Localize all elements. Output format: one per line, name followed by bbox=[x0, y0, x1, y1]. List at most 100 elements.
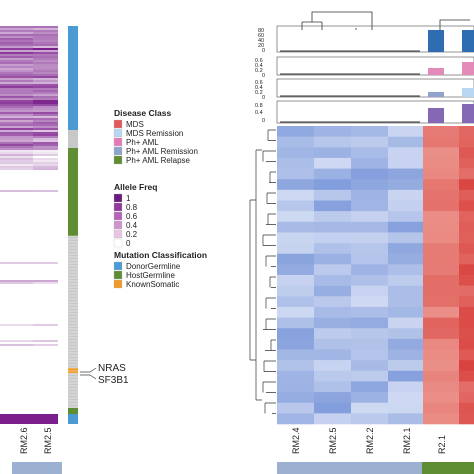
left-heat-cell bbox=[0, 102, 33, 104]
legend-allele-swatch bbox=[113, 193, 123, 203]
right-heat-cell bbox=[351, 370, 388, 382]
right-heat-cell bbox=[423, 296, 459, 308]
right-heat-cell bbox=[314, 381, 351, 393]
right-heat-cell bbox=[314, 349, 351, 361]
right-heat-cell bbox=[351, 413, 388, 425]
left-heat-cell bbox=[33, 120, 58, 122]
right-heat-cell bbox=[351, 232, 388, 244]
left-heat-cell bbox=[0, 96, 33, 98]
left-heat-cell bbox=[0, 282, 33, 284]
left-heat-cell bbox=[0, 116, 33, 118]
left-heat-cell bbox=[0, 140, 33, 142]
left-heat-cell bbox=[0, 168, 33, 170]
right-heat-cell bbox=[459, 200, 474, 212]
right-heat-cell bbox=[351, 168, 388, 180]
left-heat-cell bbox=[0, 88, 33, 90]
top-bar-panel-3 bbox=[276, 78, 474, 98]
right-heat-cell bbox=[351, 253, 388, 265]
left-heat-cell bbox=[33, 160, 58, 162]
left-column-labels: RM2.6 RM2.5 bbox=[12, 427, 62, 474]
legend-title-allele-freq: Allele Freq bbox=[114, 182, 157, 192]
left-heat-cell bbox=[33, 46, 58, 48]
right-heat-cell bbox=[423, 381, 459, 393]
left-heat-cell bbox=[33, 68, 58, 70]
annotation-nras: NRAS bbox=[98, 363, 126, 374]
legend-mutation-label: KnownSomatic bbox=[126, 280, 179, 289]
tick-2-0: 0.6 bbox=[255, 58, 263, 64]
right-heat-cell bbox=[277, 253, 314, 265]
gene-callout: NRAS SF3B1 bbox=[80, 363, 129, 386]
right-heat-cell bbox=[277, 402, 314, 414]
right-heat-cell bbox=[388, 338, 423, 350]
left-heat-cell bbox=[33, 26, 58, 28]
right-heat-cell bbox=[314, 179, 351, 191]
right-heat-cell bbox=[459, 136, 474, 148]
left-heat-cell bbox=[0, 324, 33, 326]
left-heat-cell bbox=[33, 146, 58, 148]
right-heat-cell bbox=[388, 136, 423, 148]
right-heat-cell bbox=[388, 381, 423, 393]
tick-1-3: 20 bbox=[258, 43, 264, 49]
left-heat-cell bbox=[0, 30, 33, 32]
left-col-label-2: RM2.5 bbox=[43, 427, 53, 454]
left-heat-cell bbox=[0, 68, 33, 70]
right-heat-cell bbox=[388, 349, 423, 361]
left-heat-cell bbox=[0, 120, 33, 122]
right-heat-cell bbox=[277, 179, 314, 191]
legend-disease-swatch bbox=[113, 119, 123, 129]
left-heat-cell bbox=[0, 54, 33, 56]
right-heat-cell bbox=[277, 275, 314, 286]
right-heat-cell bbox=[388, 317, 423, 329]
left-heat-cell bbox=[0, 66, 33, 68]
left-heat-cell bbox=[33, 70, 58, 72]
annotation-sf3b1: SF3B1 bbox=[98, 375, 129, 386]
right-heat-cell bbox=[423, 147, 459, 159]
left-heat-cell bbox=[0, 32, 33, 34]
left-heat-cell bbox=[33, 166, 58, 168]
left-heat-cell bbox=[0, 76, 33, 78]
left-heat-cell bbox=[33, 280, 58, 282]
left-heat-cell bbox=[33, 58, 58, 60]
left-heat-cell bbox=[33, 56, 58, 58]
right-heat-cell bbox=[277, 232, 314, 244]
right-heat-cell bbox=[459, 179, 474, 191]
right-heat-cell bbox=[388, 243, 423, 255]
right-heat-cell bbox=[351, 402, 388, 414]
right-heat-cell bbox=[314, 189, 351, 201]
right-col-label-5: R2.1 bbox=[437, 435, 447, 454]
right-heat-cell bbox=[423, 360, 459, 372]
legend-disease-label: Ph+ AML Remission bbox=[126, 147, 198, 156]
left-heat-cell bbox=[33, 164, 58, 166]
top-bar-plots: 80 60 40 20 0 0.6 0.4 0.2 0 0.6 0.4 0.2 … bbox=[255, 11, 474, 124]
left-heat-cell bbox=[33, 30, 58, 32]
left-heat-cell bbox=[33, 142, 58, 144]
right-bottom-remission-bar bbox=[277, 462, 422, 474]
right-heat-cell bbox=[423, 370, 459, 382]
right-heat-cell bbox=[423, 179, 459, 191]
left-heat-cell bbox=[0, 190, 33, 192]
right-heat-cell bbox=[459, 168, 474, 180]
legend-disease-swatch bbox=[113, 137, 123, 147]
right-heat-cell bbox=[351, 200, 388, 212]
left-heat-cell bbox=[33, 106, 58, 108]
right-heat-cell bbox=[423, 221, 459, 233]
right-col-label-2: RM2.5 bbox=[328, 427, 338, 454]
left-heat-cell bbox=[33, 88, 58, 90]
legend-mutation-swatch bbox=[113, 261, 123, 271]
right-heat-cell bbox=[351, 338, 388, 350]
left-heat-cell bbox=[33, 324, 58, 326]
right-heat-cell bbox=[388, 264, 423, 276]
left-heat-cell bbox=[0, 50, 33, 52]
tick-3-1: 0.4 bbox=[255, 85, 263, 91]
right-heat-cell bbox=[423, 126, 459, 137]
left-heat-cell bbox=[33, 144, 58, 146]
right-heat-cell bbox=[388, 168, 423, 180]
top-bar-ticks: 80 60 40 20 0 0.6 0.4 0.2 0 0.6 0.4 0.2 … bbox=[255, 28, 265, 124]
left-heat-cell bbox=[0, 108, 33, 110]
right-heat-cell bbox=[277, 285, 314, 297]
right-heat-cell bbox=[423, 189, 459, 201]
left-heat-cell bbox=[33, 138, 58, 140]
left-heat-cell bbox=[0, 78, 33, 80]
left-heat-cell bbox=[0, 38, 33, 40]
